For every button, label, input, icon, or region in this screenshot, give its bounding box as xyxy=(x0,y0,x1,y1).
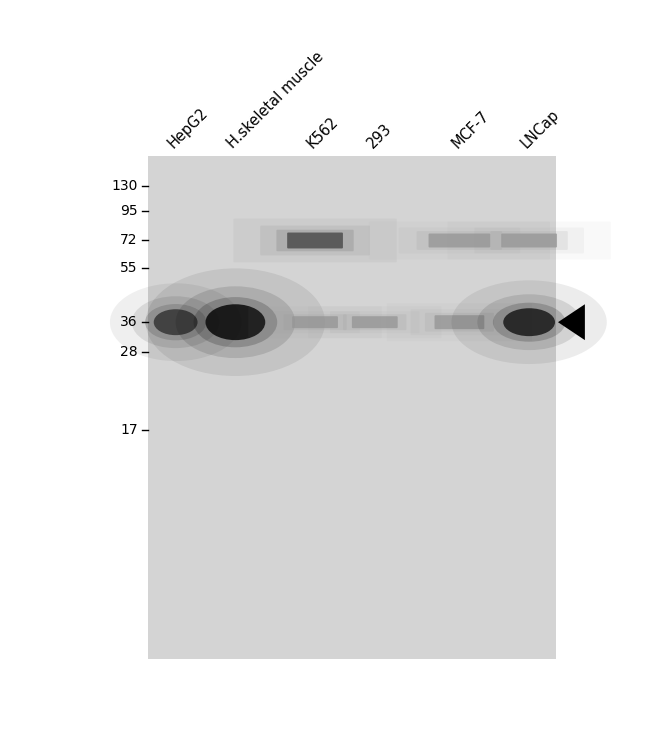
Text: K562: K562 xyxy=(304,114,341,151)
Ellipse shape xyxy=(154,310,198,335)
FancyBboxPatch shape xyxy=(411,310,508,335)
Ellipse shape xyxy=(146,269,325,376)
FancyBboxPatch shape xyxy=(501,233,557,248)
Text: 28: 28 xyxy=(120,345,138,359)
Text: 293: 293 xyxy=(364,121,395,151)
FancyBboxPatch shape xyxy=(387,304,532,341)
FancyBboxPatch shape xyxy=(233,219,396,263)
Ellipse shape xyxy=(452,280,607,364)
Ellipse shape xyxy=(176,286,295,358)
FancyBboxPatch shape xyxy=(292,316,338,328)
FancyBboxPatch shape xyxy=(308,307,441,338)
FancyBboxPatch shape xyxy=(287,233,343,248)
Ellipse shape xyxy=(194,297,277,348)
Text: 55: 55 xyxy=(120,261,138,275)
FancyBboxPatch shape xyxy=(417,231,502,250)
FancyBboxPatch shape xyxy=(398,228,520,254)
FancyBboxPatch shape xyxy=(425,313,494,331)
Text: HepG2: HepG2 xyxy=(165,105,211,151)
FancyBboxPatch shape xyxy=(474,228,584,254)
Polygon shape xyxy=(558,304,585,340)
Text: MCF-7: MCF-7 xyxy=(448,108,492,151)
FancyBboxPatch shape xyxy=(270,311,360,333)
Bar xyxy=(148,156,556,659)
Ellipse shape xyxy=(493,303,566,342)
Ellipse shape xyxy=(477,294,581,350)
FancyBboxPatch shape xyxy=(435,316,484,329)
Text: 72: 72 xyxy=(120,233,138,248)
Text: LNCap: LNCap xyxy=(519,107,563,151)
Ellipse shape xyxy=(132,296,220,348)
Text: 36: 36 xyxy=(120,316,138,329)
Ellipse shape xyxy=(110,283,241,361)
Ellipse shape xyxy=(205,304,265,340)
FancyBboxPatch shape xyxy=(260,225,370,255)
FancyBboxPatch shape xyxy=(283,314,346,330)
Text: 130: 130 xyxy=(111,179,138,192)
FancyBboxPatch shape xyxy=(428,233,490,248)
Ellipse shape xyxy=(503,308,555,336)
FancyBboxPatch shape xyxy=(352,316,398,328)
Ellipse shape xyxy=(145,304,206,340)
Text: 17: 17 xyxy=(120,423,138,437)
Text: H.skeletal muscle: H.skeletal muscle xyxy=(225,48,327,151)
FancyBboxPatch shape xyxy=(369,222,550,260)
FancyBboxPatch shape xyxy=(343,314,406,330)
FancyBboxPatch shape xyxy=(248,307,382,338)
FancyBboxPatch shape xyxy=(330,311,420,333)
FancyBboxPatch shape xyxy=(276,230,354,251)
FancyBboxPatch shape xyxy=(447,222,611,260)
Text: 95: 95 xyxy=(120,204,138,218)
FancyBboxPatch shape xyxy=(491,231,567,250)
